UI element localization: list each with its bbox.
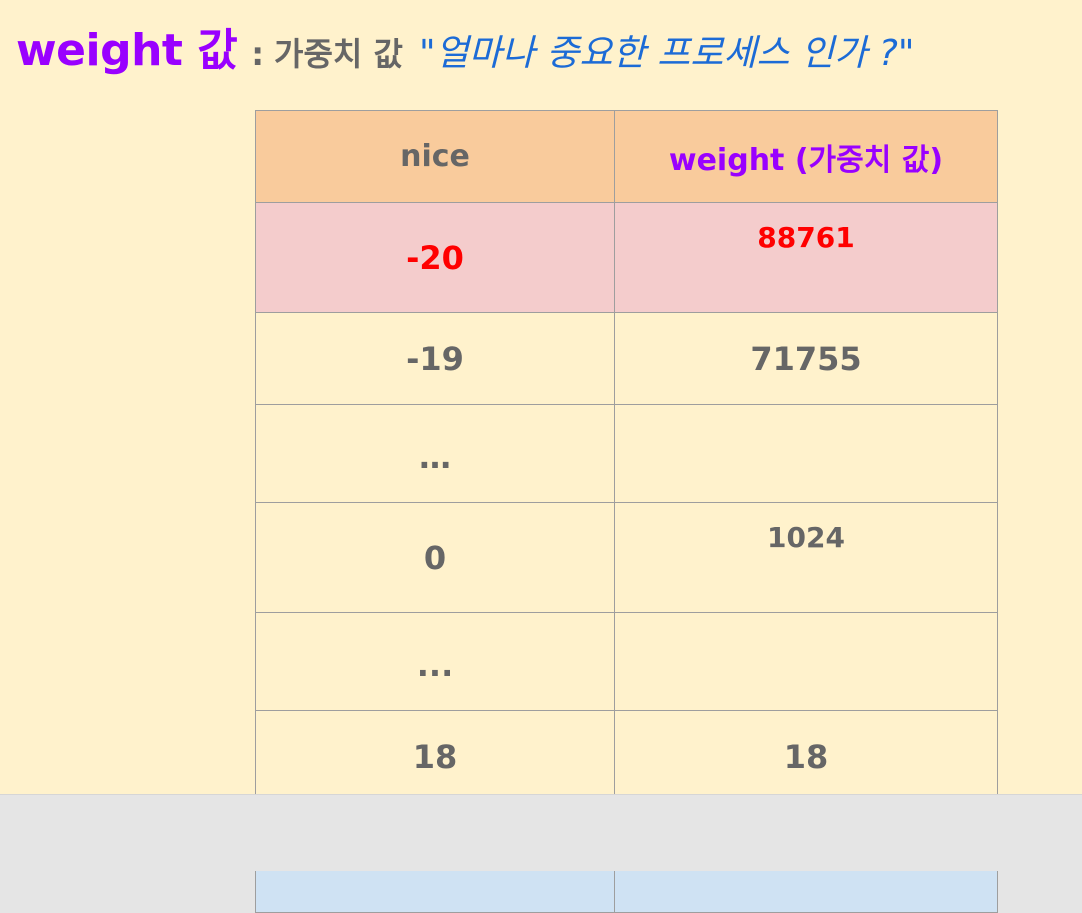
table-header-row: nice weight (가중치 값) [255, 110, 998, 203]
nice-cell: … [255, 404, 615, 503]
nice-weight-table: nice weight (가중치 값) -20 88761 -19 71755 … [255, 110, 998, 913]
table-row: 0 1024 [255, 502, 998, 613]
weight-cell [614, 612, 998, 711]
table-row: -20 88761 [255, 202, 998, 313]
table-row: -19 71755 [255, 312, 998, 405]
weight-cell: 18 [614, 710, 998, 803]
title-description: 가중치 값 [274, 35, 403, 73]
table-row: … [255, 404, 998, 503]
slide-title: weight 값 : 가중치 값 "얼마나 중요한 프로세스 인가 ?" [16, 14, 914, 78]
weight-cell: 71755 [614, 312, 998, 405]
footer-band [0, 794, 1082, 871]
table-row: ... [255, 612, 998, 711]
table-row: 18 18 [255, 710, 998, 803]
header-weight: weight (가중치 값) [614, 110, 998, 203]
weight-cell [614, 404, 998, 503]
title-quote: "얼마나 중요한 프로세스 인가 ?" [418, 33, 915, 74]
header-nice: nice [255, 110, 615, 203]
nice-cell: -20 [255, 202, 615, 313]
weight-cell: 1024 [614, 502, 998, 613]
weight-cell: 88761 [614, 202, 998, 313]
nice-cell: 0 [255, 502, 615, 613]
nice-cell: 18 [255, 710, 615, 803]
nice-cell: -19 [255, 312, 615, 405]
title-main: weight 값 [16, 25, 238, 76]
title-separator: : [251, 35, 265, 73]
nice-cell: ... [255, 612, 615, 711]
